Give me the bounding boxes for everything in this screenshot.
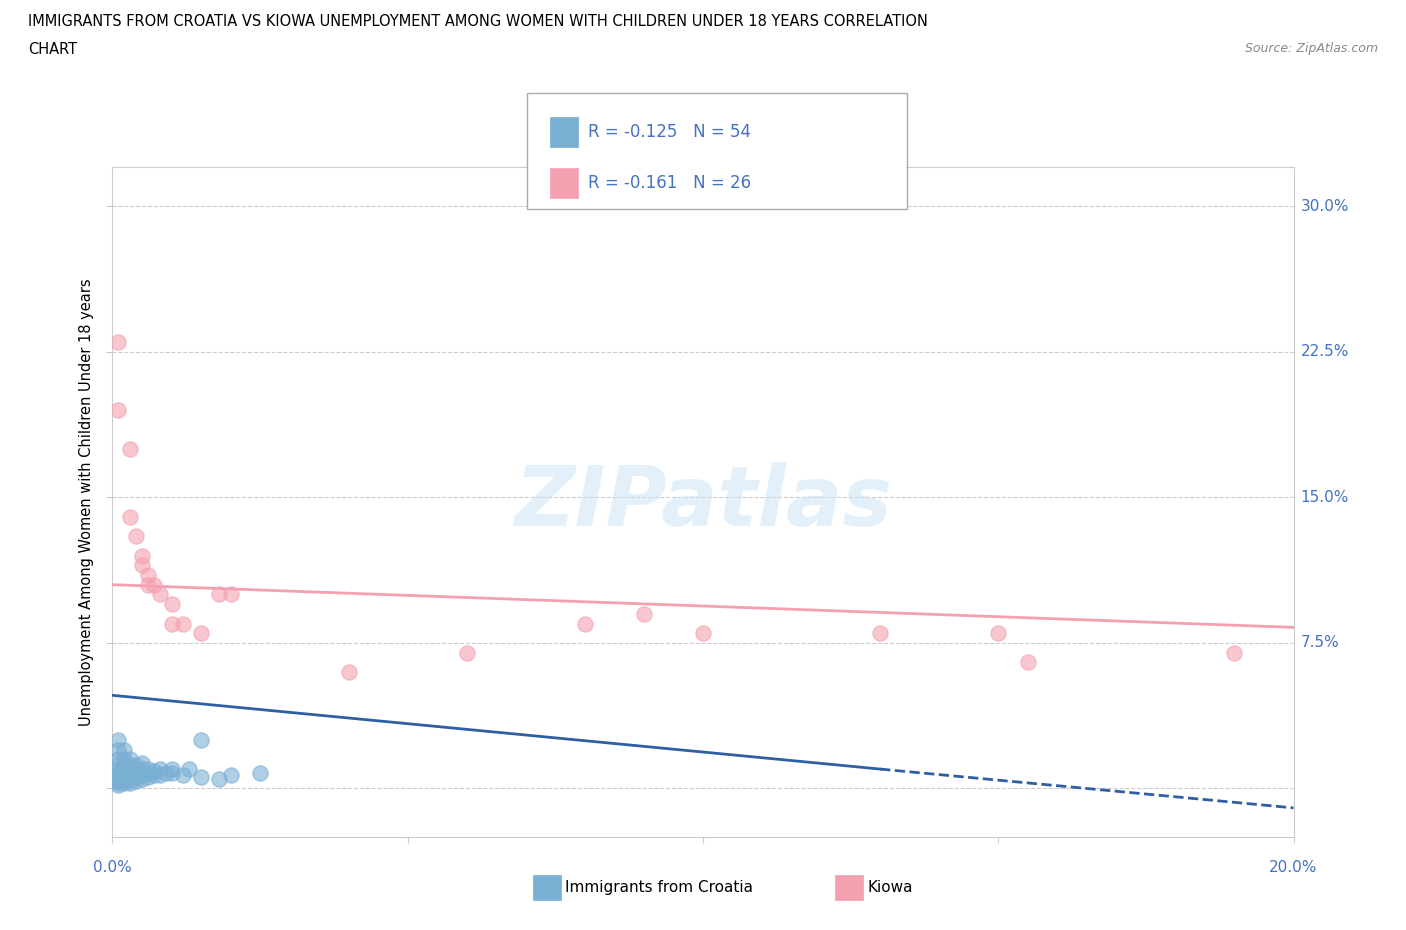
Point: [131, 548, 153, 563]
Point: [120, 510, 142, 525]
Point: [149, 767, 172, 782]
Point: [136, 769, 159, 784]
Point: [125, 769, 148, 784]
Point: [179, 762, 201, 777]
Point: [107, 771, 129, 786]
Point: [125, 773, 148, 788]
Point: [190, 626, 212, 641]
Point: [112, 752, 135, 767]
Point: [112, 742, 135, 757]
Point: [107, 769, 129, 784]
Point: [131, 762, 153, 777]
Point: [107, 758, 129, 773]
Point: [107, 767, 129, 782]
Y-axis label: Unemployment Among Women with Children Under 18 years: Unemployment Among Women with Children U…: [79, 278, 94, 726]
Text: IMMIGRANTS FROM CROATIA VS KIOWA UNEMPLOYMENT AMONG WOMEN WITH CHILDREN UNDER 18: IMMIGRANTS FROM CROATIA VS KIOWA UNEMPLO…: [28, 14, 928, 29]
Point: [107, 773, 129, 788]
Point: [120, 442, 142, 457]
Point: [219, 587, 242, 602]
Point: [112, 776, 135, 790]
Point: [131, 756, 153, 771]
Text: R = -0.161   N = 26: R = -0.161 N = 26: [588, 174, 751, 193]
Text: 15.0%: 15.0%: [1301, 490, 1348, 505]
Point: [120, 767, 142, 782]
Point: [142, 767, 165, 782]
Point: [107, 742, 129, 757]
Point: [120, 758, 142, 773]
Point: [160, 762, 183, 777]
Point: [107, 752, 129, 767]
Point: [142, 764, 165, 778]
Point: [131, 767, 153, 782]
Point: [574, 616, 596, 631]
Point: [131, 771, 153, 786]
Point: [120, 762, 142, 777]
Point: [112, 769, 135, 784]
Point: [107, 335, 129, 350]
Point: [337, 665, 360, 680]
Point: [136, 762, 159, 777]
Point: [125, 765, 148, 780]
Text: Source: ZipAtlas.com: Source: ZipAtlas.com: [1244, 42, 1378, 55]
Point: [219, 767, 242, 782]
Point: [633, 606, 655, 621]
Point: [120, 776, 142, 790]
Point: [136, 765, 159, 780]
Point: [120, 752, 142, 767]
Point: [987, 626, 1010, 641]
Point: [107, 777, 129, 792]
Point: [190, 733, 212, 748]
Point: [155, 765, 177, 780]
Point: [107, 762, 129, 777]
Point: [112, 762, 135, 777]
Point: [112, 773, 135, 788]
Point: [208, 587, 231, 602]
Text: CHART: CHART: [28, 42, 77, 57]
Point: [112, 758, 135, 773]
Point: [190, 769, 212, 784]
Point: [125, 758, 148, 773]
Point: [456, 645, 478, 660]
Text: 22.5%: 22.5%: [1301, 344, 1348, 359]
Point: [160, 616, 183, 631]
Point: [120, 771, 142, 786]
Point: [172, 616, 194, 631]
Point: [107, 403, 129, 418]
Point: [125, 529, 148, 544]
Point: [112, 771, 135, 786]
Text: R = -0.125   N = 54: R = -0.125 N = 54: [588, 123, 751, 140]
Point: [172, 767, 194, 782]
Point: [208, 771, 231, 786]
Text: 0.0%: 0.0%: [93, 860, 132, 875]
Point: [125, 762, 148, 777]
Point: [136, 567, 159, 582]
Point: [112, 765, 135, 780]
Point: [112, 767, 135, 782]
Point: [869, 626, 891, 641]
Point: [160, 597, 183, 612]
Text: 7.5%: 7.5%: [1301, 635, 1340, 650]
Text: 20.0%: 20.0%: [1270, 860, 1317, 875]
Point: [149, 762, 172, 777]
Point: [1223, 645, 1246, 660]
Point: [131, 558, 153, 573]
Point: [160, 765, 183, 780]
Text: ZIPatlas: ZIPatlas: [515, 461, 891, 543]
Text: Immigrants from Croatia: Immigrants from Croatia: [565, 880, 754, 895]
Point: [107, 776, 129, 790]
Point: [107, 733, 129, 748]
Text: Kiowa: Kiowa: [868, 880, 912, 895]
Point: [692, 626, 714, 641]
Point: [149, 587, 172, 602]
Point: [107, 765, 129, 780]
Text: 30.0%: 30.0%: [1301, 199, 1348, 214]
Point: [249, 765, 271, 780]
Point: [136, 578, 159, 592]
Point: [1017, 655, 1039, 670]
Point: [142, 578, 165, 592]
